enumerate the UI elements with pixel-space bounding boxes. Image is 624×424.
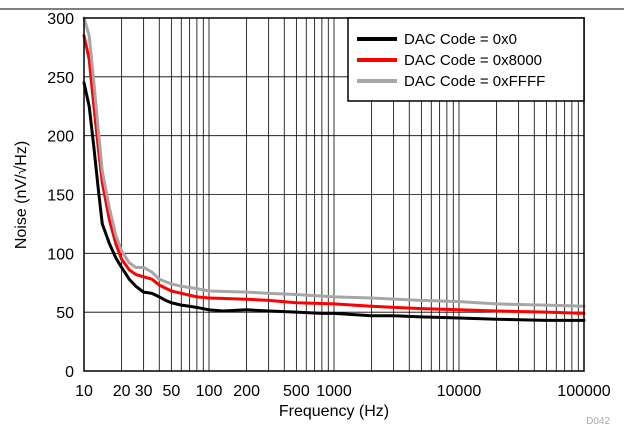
- x-axis-label: Frequency (Hz): [279, 403, 389, 420]
- x-tick-label: 10: [75, 383, 93, 400]
- y-tick-label: 50: [56, 305, 74, 322]
- x-tick-labels: 10 20 30 50 100 200 500 1000 10000 100000: [75, 383, 611, 400]
- y-tick-label: 150: [47, 188, 74, 205]
- y-tick-label: 100: [47, 246, 74, 263]
- x-tick-label: 500: [283, 383, 310, 400]
- x-tick-label: 50: [162, 383, 180, 400]
- legend-label-2: DAC Code = 0xFFFF: [404, 73, 545, 90]
- x-tick-label: 200: [233, 383, 260, 400]
- x-tick-label: 100: [196, 383, 223, 400]
- series-line-0: [82, 81, 586, 322]
- plot-area-frame: [83, 17, 585, 372]
- series-line-2: [82, 16, 586, 308]
- y-tick-label: 0: [65, 364, 74, 381]
- y-tick-label: 300: [47, 11, 74, 28]
- x-tick-label: 100000: [557, 383, 610, 400]
- figure-code: D042: [586, 416, 610, 424]
- legend-label-0: DAC Code = 0x0: [404, 31, 517, 48]
- series-line-1: [82, 34, 586, 315]
- legend-label-1: DAC Code = 0x8000: [404, 52, 542, 69]
- legend: DAC Code = 0x0 DAC Code = 0x8000 DAC Cod…: [347, 17, 585, 102]
- y-tick-labels: 0 50 100 150 200 250 300: [47, 11, 74, 381]
- x-tick-label: 10000: [437, 383, 482, 400]
- x-tick-label: 20: [113, 383, 131, 400]
- y-axis-label: Noise (nV/√Hz): [13, 141, 30, 249]
- x-tick-label: 30: [135, 383, 153, 400]
- x-tick-label: 1000: [316, 383, 352, 400]
- y-tick-label: 200: [47, 129, 74, 146]
- series-lines: [82, 16, 586, 322]
- y-tick-label: 250: [47, 70, 74, 87]
